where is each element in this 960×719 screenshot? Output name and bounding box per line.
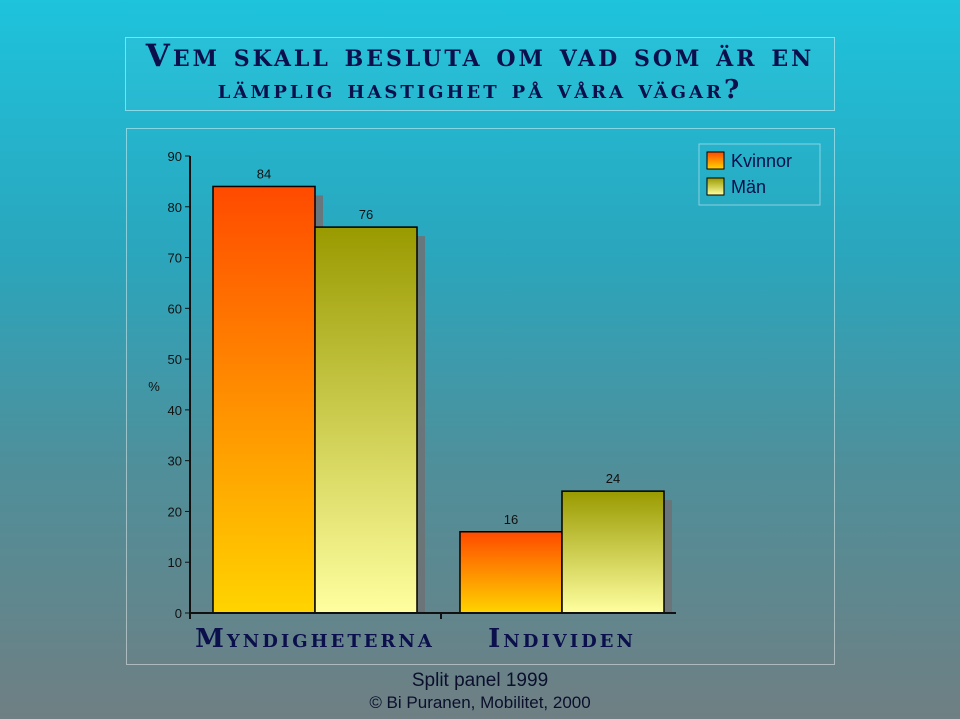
- y-tick-label: 20: [168, 504, 182, 519]
- bar-value-label: 16: [504, 512, 518, 527]
- bar-kvinnor-myndigheterna: [212, 185, 316, 614]
- chart-frame: [126, 128, 835, 665]
- chart-title-line-2: lämplig hastighet på våra vägar?: [217, 75, 743, 105]
- y-tick-label: 80: [168, 200, 182, 215]
- footer-source: Split panel 1999: [411, 670, 549, 691]
- legend-swatch-kvinnor: [706, 151, 725, 170]
- y-tick-label: 60: [168, 301, 182, 316]
- bar-män-individen: [561, 490, 665, 614]
- bar-value-label: 76: [359, 207, 373, 222]
- legend-label: Män: [731, 177, 766, 197]
- legend: Kvinnor Män: [698, 143, 821, 206]
- y-tick-label: 50: [168, 352, 182, 367]
- legend-frame: [698, 143, 821, 206]
- legend-label: Kvinnor: [731, 151, 792, 171]
- bar-kvinnor-individen: [459, 531, 563, 614]
- x-category-label: Individen: [488, 624, 636, 654]
- y-tick-label: 10: [168, 555, 182, 570]
- y-tick-label: 40: [168, 403, 182, 418]
- y-tick-label: 30: [168, 454, 182, 469]
- chart-title-line-1: Vem skall besluta om vad som är en: [145, 38, 815, 74]
- y-tick-label: 0: [175, 606, 182, 621]
- y-tick-label: 90: [168, 149, 182, 164]
- bar-value-label: 24: [606, 471, 620, 486]
- footer-copyright: © Bi Puranen, Mobilitet, 2000: [369, 693, 591, 712]
- y-tick-label: 70: [168, 251, 182, 266]
- title-box: Vem skall besluta om vad som är en lämpl…: [125, 37, 835, 111]
- bar-män-myndigheterna: [314, 226, 418, 614]
- y-axis-label: %: [148, 379, 160, 394]
- bar-value-label: 84: [257, 166, 271, 181]
- legend-swatch-män: [706, 177, 725, 196]
- x-category-label: Myndigheterna: [195, 624, 435, 654]
